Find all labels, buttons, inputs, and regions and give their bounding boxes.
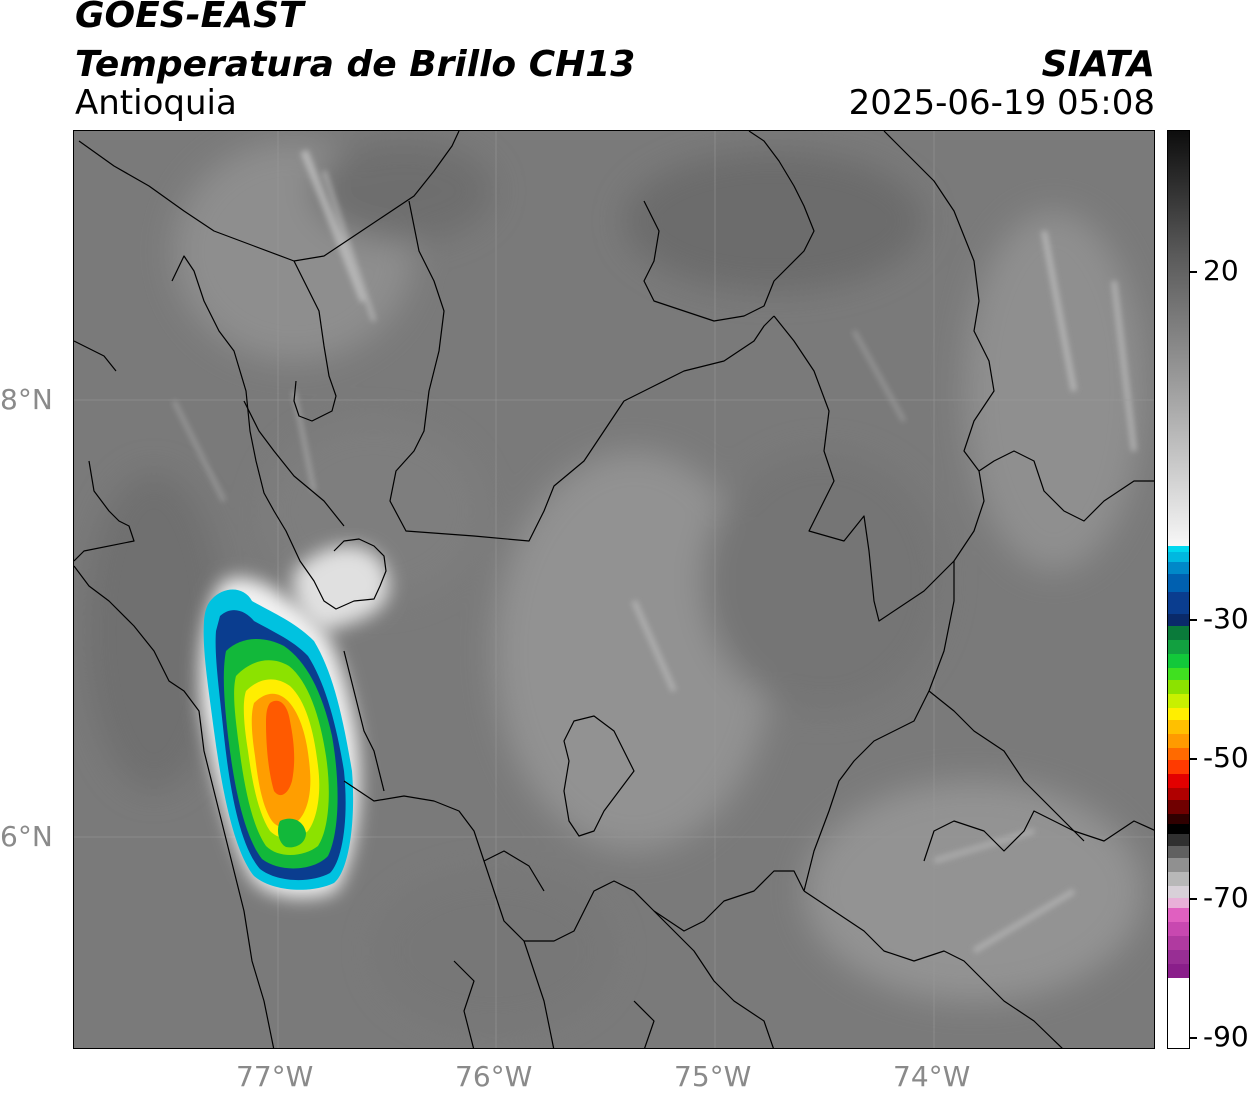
colorbar-label-minus30: -30	[1203, 602, 1249, 635]
lat-label-8n: 8°N	[0, 383, 53, 416]
panama-border	[74, 565, 275, 1048]
product-title: Temperatura de Brillo CH13	[75, 44, 636, 85]
cloud-texture	[84, 141, 1144, 1031]
santander-border	[883, 131, 995, 562]
agency-label: SIATA	[1041, 44, 1155, 85]
colorbar-gradient	[1168, 131, 1189, 1048]
boundaries	[74, 131, 1154, 1048]
cordoba-border	[643, 131, 815, 322]
colorbar-tick-minus30	[1190, 619, 1197, 621]
cirrus-streaks	[172, 149, 1137, 954]
colorbar	[1167, 130, 1190, 1049]
lon-label-75w: 75°W	[674, 1060, 752, 1093]
uraba-gulf-west	[171, 255, 387, 610]
caldas-border	[343, 780, 805, 942]
colorbar-tick-minus90	[1190, 1037, 1197, 1039]
colorbar-label-minus70: -70	[1203, 881, 1249, 914]
satellite-map	[73, 130, 1155, 1049]
region-label: Antioquia	[75, 83, 237, 123]
lon-label-77w: 77°W	[236, 1060, 314, 1093]
boyaca-border	[928, 690, 1085, 842]
colorbar-label-minus50: -50	[1203, 741, 1249, 774]
antioquia-border-north	[389, 200, 775, 542]
satellite-title: GOES-EAST	[75, 0, 304, 36]
lon-label-76w: 76°W	[455, 1060, 533, 1093]
map-canvas	[74, 131, 1154, 1048]
convective-storm	[200, 545, 390, 898]
datetime-label: 2025-06-19 05:08	[848, 83, 1155, 123]
colorbar-tick-minus50	[1190, 758, 1197, 760]
colorbar-tick-20	[1190, 271, 1197, 273]
lat-label-6n: 6°N	[0, 820, 53, 853]
colorbar-label-minus90: -90	[1203, 1020, 1249, 1053]
uraba-gulf-east	[293, 260, 337, 422]
colorbar-label-20: 20	[1203, 254, 1239, 287]
colorbar-tick-minus70	[1190, 898, 1197, 900]
lon-label-74w: 74°W	[893, 1060, 971, 1093]
bolivar-border	[773, 315, 955, 892]
caribbean-coast	[78, 131, 460, 262]
